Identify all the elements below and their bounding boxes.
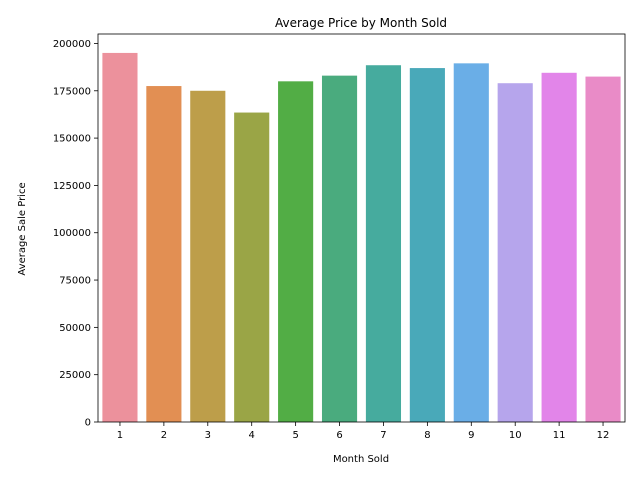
bar-month-1	[102, 52, 138, 423]
y-tick-label: 50000	[59, 323, 91, 334]
x-tick-label: 1	[117, 430, 123, 441]
y-tick-label: 25000	[59, 370, 91, 381]
x-tick-label: 3	[205, 430, 211, 441]
bar-month-6	[321, 75, 358, 422]
bar-month-3	[190, 90, 226, 422]
y-tick-label: 150000	[53, 134, 91, 145]
y-tick-label: 175000	[53, 86, 91, 97]
x-tick-label: 11	[553, 430, 566, 441]
bar-month-5	[278, 81, 314, 422]
x-tick-label: 7	[380, 430, 386, 441]
y-tick-label: 0	[85, 418, 91, 429]
x-tick-label: 2	[161, 430, 167, 441]
x-tick-label: 6	[336, 430, 342, 441]
bar-month-12	[585, 76, 621, 422]
bar-month-10	[497, 83, 533, 423]
x-tick-label: 4	[249, 430, 255, 441]
bar-month-4	[234, 112, 270, 423]
x-tick-label: 9	[468, 430, 474, 441]
bar-month-9	[453, 63, 489, 423]
y-axis-label: Average Sale Price	[17, 182, 28, 275]
plot-frame	[97, 33, 626, 423]
y-tick-label: 100000	[53, 228, 91, 239]
bar-month-7	[365, 65, 402, 422]
x-axis-label: Month Sold	[333, 454, 389, 465]
y-tick-label: 200000	[53, 39, 91, 50]
bar-month-11	[541, 72, 577, 423]
x-tick-label: 12	[597, 430, 610, 441]
y-tick-label: 125000	[53, 181, 91, 192]
x-tick-label: 8	[424, 430, 430, 441]
chart-title: Average Price by Month Sold	[275, 16, 447, 30]
bar-month-2	[146, 86, 182, 423]
y-tick-label: 75000	[59, 276, 91, 287]
x-tick-label: 5	[292, 430, 298, 441]
bar-month-8	[409, 68, 445, 422]
plot-area: 0 25000 50000 75000 100000 125000 150000 175000…	[53, 33, 626, 441]
x-tick-label: 10	[509, 430, 522, 441]
